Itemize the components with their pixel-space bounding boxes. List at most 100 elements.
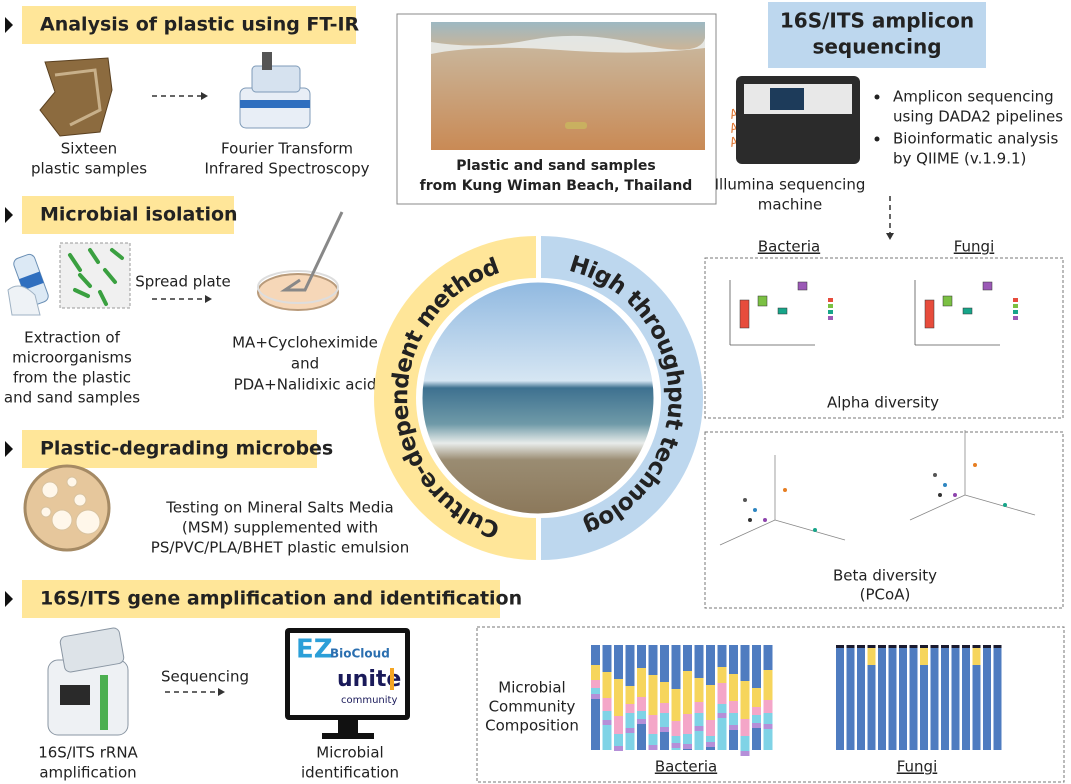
bacterium xyxy=(103,268,117,284)
stack-segment xyxy=(591,694,600,699)
label: PS/PVC/PLA/BHET plastic emulsion xyxy=(151,539,409,557)
stack-segment xyxy=(706,685,715,720)
circle-photo xyxy=(421,281,655,515)
mini-box xyxy=(982,281,993,291)
stack-segment xyxy=(625,704,635,713)
stack-segment xyxy=(671,736,681,743)
stack-segment xyxy=(740,736,750,751)
stack-segment xyxy=(729,645,738,674)
label: and sand samples xyxy=(4,389,140,407)
label: Extraction of xyxy=(24,329,121,347)
label: Sequencing xyxy=(161,668,249,686)
label: Microbial xyxy=(498,679,565,697)
mini-legend xyxy=(828,310,833,314)
stack-segment xyxy=(972,645,981,750)
stack-segment xyxy=(625,686,635,704)
label: (PCoA) xyxy=(860,586,911,604)
stack-segment xyxy=(951,645,960,648)
stack-segment xyxy=(602,645,612,672)
label: Amplicon sequencing xyxy=(893,88,1054,106)
label: Fungi xyxy=(897,758,938,776)
stack-segment xyxy=(694,731,704,750)
stack-segment xyxy=(717,667,727,683)
stack-segment xyxy=(857,645,865,648)
stack-segment xyxy=(602,672,612,698)
stack-segment xyxy=(706,645,715,685)
mini-box xyxy=(924,299,935,329)
label: by QIIME (v.1.9.1) xyxy=(893,150,1026,168)
stack-segment xyxy=(962,645,970,648)
label: plastic samples xyxy=(31,160,147,178)
stack-segment xyxy=(637,711,646,719)
header-arrow xyxy=(5,441,13,457)
stack-segment xyxy=(614,716,623,734)
label: 16S/ITS amplicon xyxy=(780,9,974,33)
stack-segment xyxy=(637,645,646,668)
stack-segment xyxy=(614,645,623,679)
composition-box xyxy=(476,626,1065,783)
stack-segment xyxy=(648,715,658,734)
label: BioCloud xyxy=(330,647,390,661)
stack-segment xyxy=(614,734,623,746)
ftir-probe xyxy=(262,52,272,70)
stack-segment xyxy=(717,645,727,667)
header-arrow xyxy=(5,591,13,607)
beach-scene xyxy=(421,281,655,515)
bacterium xyxy=(73,288,90,298)
stack-segment xyxy=(683,714,692,734)
header-box xyxy=(22,430,317,468)
mini-box xyxy=(739,299,750,329)
label: Community xyxy=(489,698,576,716)
label: using DADA2 pipelines xyxy=(893,108,1063,126)
stack-segment xyxy=(648,745,658,750)
stack-segment xyxy=(706,747,715,750)
stack-segment xyxy=(717,713,727,718)
stack-segment xyxy=(717,683,727,704)
stack-segment xyxy=(920,645,928,665)
plastic-detail xyxy=(54,68,102,127)
petri-rim xyxy=(257,270,339,304)
cell-panel xyxy=(59,242,131,309)
stack-segment xyxy=(920,645,928,648)
stack-segment xyxy=(729,701,738,713)
arrow-head xyxy=(205,295,212,303)
stack-segment xyxy=(683,671,692,714)
label: 16S/ITS rRNA xyxy=(38,744,138,762)
stack-segment xyxy=(930,645,939,648)
arrow-head xyxy=(201,92,208,100)
mini-point xyxy=(953,493,957,497)
mini-point xyxy=(933,473,937,477)
label: community xyxy=(341,695,397,706)
stack-segment xyxy=(671,689,681,721)
stack-segment xyxy=(951,645,960,750)
label: from Kung Wiman Beach, Thailand xyxy=(420,178,693,194)
mini-box xyxy=(777,307,788,315)
debris xyxy=(565,122,587,129)
mini-legend xyxy=(1013,316,1018,320)
stack-segment xyxy=(706,720,715,736)
stack-segment xyxy=(763,729,773,750)
stack-segment xyxy=(660,732,669,750)
stack-segment xyxy=(763,700,773,713)
petri-dish xyxy=(257,273,339,311)
stack-segment xyxy=(729,674,738,701)
stack-segment xyxy=(993,645,1002,750)
stack-segment xyxy=(591,645,600,665)
stack-segment xyxy=(878,645,886,648)
mini-point xyxy=(973,463,977,467)
mini-axis xyxy=(909,494,966,521)
stack-segment xyxy=(888,645,897,750)
stack-segment xyxy=(591,665,600,680)
stack-segment xyxy=(625,713,635,728)
mini-legend xyxy=(828,316,833,320)
stack-segment xyxy=(694,678,704,702)
stack-segment xyxy=(717,718,727,750)
label: identification xyxy=(301,764,399,782)
mini-point xyxy=(813,528,817,532)
clear-zone xyxy=(51,509,73,531)
stack-segment xyxy=(763,670,773,700)
label: Spread plate xyxy=(135,273,231,291)
section-title: 16S/ITS gene amplification and identific… xyxy=(40,588,522,610)
bacterium xyxy=(98,290,108,306)
